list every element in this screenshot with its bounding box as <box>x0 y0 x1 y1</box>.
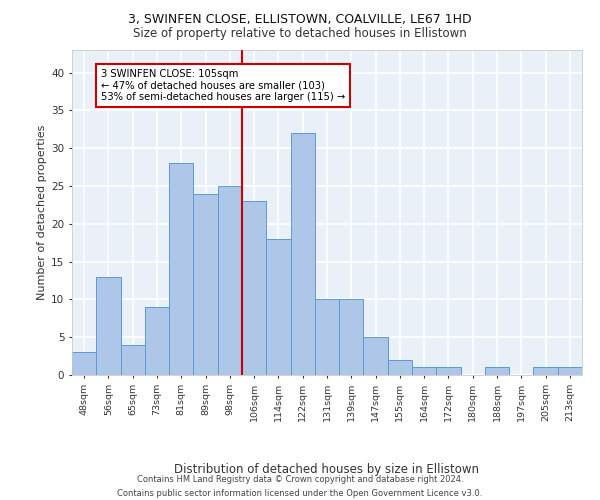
Bar <box>412 368 436 375</box>
Bar <box>218 186 242 375</box>
Bar <box>388 360 412 375</box>
Bar <box>558 368 582 375</box>
Bar <box>193 194 218 375</box>
Bar <box>242 201 266 375</box>
Bar <box>72 352 96 375</box>
Bar <box>266 239 290 375</box>
Bar <box>121 345 145 375</box>
Bar <box>364 337 388 375</box>
Text: 3 SWINFEN CLOSE: 105sqm
← 47% of detached houses are smaller (103)
53% of semi-d: 3 SWINFEN CLOSE: 105sqm ← 47% of detache… <box>101 69 346 102</box>
Bar <box>169 164 193 375</box>
Text: Size of property relative to detached houses in Ellistown: Size of property relative to detached ho… <box>133 28 467 40</box>
Bar <box>96 276 121 375</box>
Bar <box>315 300 339 375</box>
Bar <box>145 307 169 375</box>
Y-axis label: Number of detached properties: Number of detached properties <box>37 125 47 300</box>
Bar <box>436 368 461 375</box>
Bar <box>485 368 509 375</box>
Text: Contains HM Land Registry data © Crown copyright and database right 2024.
Contai: Contains HM Land Registry data © Crown c… <box>118 476 482 498</box>
Text: 3, SWINFEN CLOSE, ELLISTOWN, COALVILLE, LE67 1HD: 3, SWINFEN CLOSE, ELLISTOWN, COALVILLE, … <box>128 12 472 26</box>
Bar <box>533 368 558 375</box>
X-axis label: Distribution of detached houses by size in Ellistown: Distribution of detached houses by size … <box>175 462 479 475</box>
Bar <box>339 300 364 375</box>
Bar <box>290 133 315 375</box>
